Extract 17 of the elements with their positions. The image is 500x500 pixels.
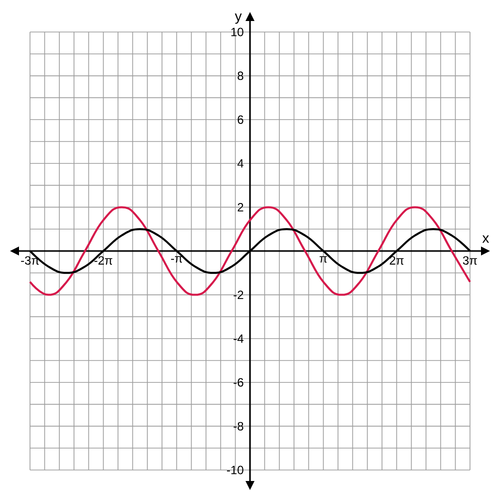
y-tick-label: -10 (226, 466, 244, 474)
x-tick-label: -2π (94, 256, 112, 265)
x-tick-label: -π (171, 256, 182, 263)
x-tick-label: 3π (462, 256, 477, 265)
y-tick-label: 2 (238, 203, 244, 212)
y-tick-label: -8 (234, 422, 244, 430)
y-tick-label: 10 (231, 28, 244, 36)
x-tick-label: π (320, 256, 327, 263)
y-tick-label: 8 (238, 72, 244, 80)
x-tick-label: 2π (390, 256, 404, 265)
y-tick-label: -6 (234, 378, 244, 387)
y-axis-title: y (234, 14, 242, 24)
y-tick-label: -2 (234, 290, 244, 299)
y-tick-label: 6 (238, 115, 244, 124)
x-axis-title: x (482, 235, 490, 243)
y-tick-label: -4 (234, 334, 244, 343)
y-tick-label: 4 (237, 159, 244, 168)
